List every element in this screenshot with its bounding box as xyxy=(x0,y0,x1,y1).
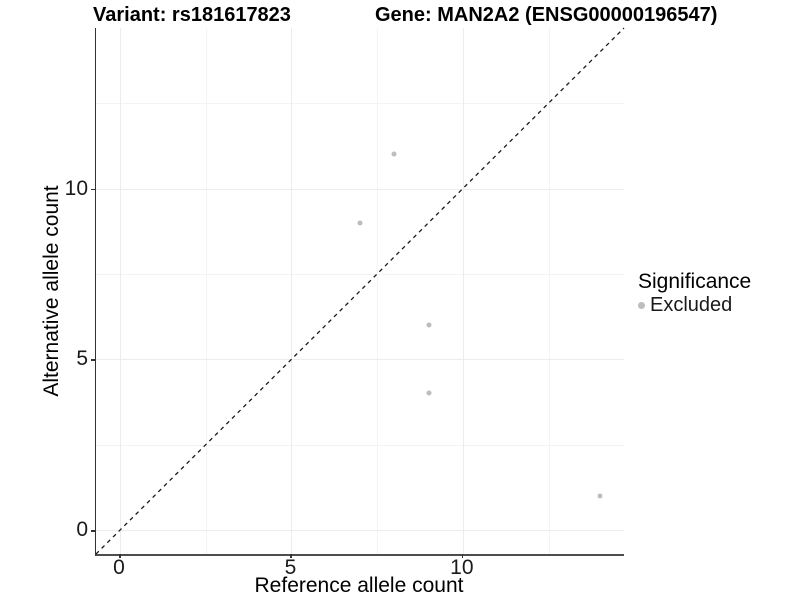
gridline-major-x xyxy=(120,28,121,554)
y-tick-label: 5 xyxy=(76,347,88,371)
gridline-minor-x xyxy=(205,28,207,554)
gridline-major-y xyxy=(96,188,624,190)
legend-point-icon xyxy=(638,301,645,309)
y-axis-tick xyxy=(91,188,95,191)
x-axis-tick xyxy=(290,554,292,558)
legend-title: Significance xyxy=(638,270,752,293)
x-axis-tick xyxy=(119,554,121,558)
identity-line xyxy=(95,27,625,555)
x-tick-label: 10 xyxy=(450,556,474,579)
data-point xyxy=(426,322,432,328)
x-tick-label: 0 xyxy=(113,556,125,579)
gridline-major-x xyxy=(291,28,293,554)
gridline-major-y xyxy=(96,359,624,361)
gridline-major-x xyxy=(462,28,464,554)
y-tick-label: 10 xyxy=(64,176,88,200)
x-axis-title: Reference allele count xyxy=(254,574,464,597)
y-axis-tick xyxy=(91,530,95,532)
legend-item-label: Excluded xyxy=(650,294,733,316)
data-point xyxy=(597,493,603,499)
plot-title-gene: Gene: MAN2A2 (ENSG00000196547) xyxy=(375,4,718,26)
x-axis-tick xyxy=(461,554,464,558)
gridline-minor-y xyxy=(96,444,624,446)
gridline-minor-x xyxy=(377,28,379,554)
y-tick-label: 0 xyxy=(76,518,88,542)
plot-title-variant: Variant: rs181617823 xyxy=(93,4,291,26)
x-axis-tick-labels: 0 5 10 xyxy=(95,557,623,581)
plot-panel xyxy=(95,27,625,556)
data-point xyxy=(357,220,363,226)
gridline-minor-y xyxy=(96,103,624,105)
legend: Significance Excluded xyxy=(638,270,751,316)
data-point xyxy=(426,390,432,396)
x-tick-label: 5 xyxy=(284,556,297,579)
data-point xyxy=(391,151,397,157)
y-axis-tick xyxy=(91,359,95,361)
gridline-major-y xyxy=(96,530,624,532)
gridline-minor-x xyxy=(548,28,550,554)
legend-item-excluded: Excluded xyxy=(638,294,751,316)
gridline-minor-y xyxy=(96,273,624,275)
y-axis-tick-labels: 0 5 10 xyxy=(38,28,88,554)
